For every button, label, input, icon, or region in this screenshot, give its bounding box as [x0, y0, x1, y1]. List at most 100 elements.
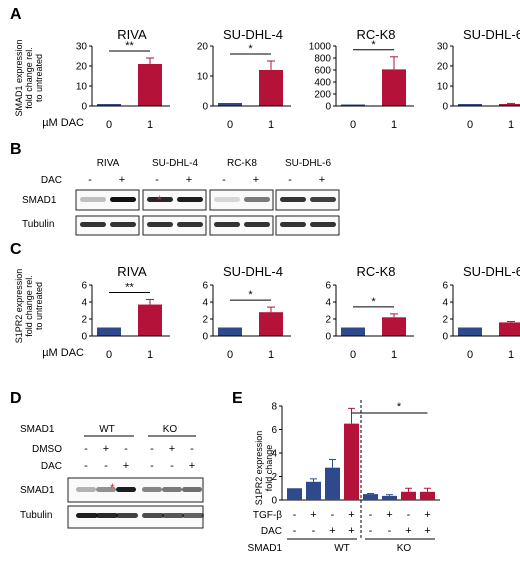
panel-a-ylabel-line2: fold change rel. — [24, 47, 34, 109]
blot-band — [147, 222, 173, 227]
blot-band — [244, 222, 270, 227]
blot-b-row-smad1: SMAD1 — [22, 195, 57, 206]
panel-a-ylabel: SMAD1 expression fold change rel. to unt… — [14, 39, 44, 116]
blot-band — [244, 197, 270, 202]
blot-frame — [142, 189, 207, 211]
blot-d-strips — [67, 477, 204, 529]
blot-band — [280, 222, 306, 227]
bar — [341, 104, 365, 106]
blot-band — [310, 197, 336, 202]
tgf-sign: + — [424, 509, 430, 521]
blot-frame — [275, 215, 340, 236]
y-tick-label: 6 — [271, 425, 277, 436]
bar — [218, 103, 242, 106]
panel-a-ylabel-line1: SMAD1 expression — [14, 39, 24, 116]
dac-sign: - — [170, 460, 174, 472]
panel-c-ylabel-line2: fold change rel. — [24, 275, 34, 337]
blot-band — [214, 197, 240, 202]
dac-sign: + — [123, 460, 129, 472]
bar — [344, 423, 359, 500]
sign-plus: + — [186, 174, 192, 186]
y-tick-label: 0 — [81, 332, 87, 343]
y-tick-label: 8 — [271, 402, 277, 413]
sign-plus: + — [253, 174, 259, 186]
y-tick-label: 4 — [202, 298, 208, 309]
panel-c-charts: RIVA 0 2 4 6 0 1 ** SU-DHL-4 0 2 4 6 0 1 * RC-K8 0 2 4 6 0 1 * S… — [81, 264, 520, 361]
x-tick-label: 0 — [350, 119, 356, 131]
blot-band — [177, 222, 203, 227]
y-tick-label: 0 — [81, 102, 87, 113]
blot-band — [110, 222, 136, 227]
chart-title: RC-K8 — [356, 264, 395, 279]
dmso-sign: + — [169, 443, 175, 455]
panel-a-xlabel: µM DAC — [42, 117, 84, 129]
significance-label: * — [248, 289, 253, 301]
tgf-sign: - — [331, 509, 335, 521]
y-tick-label: 0 — [202, 332, 208, 343]
blot-band — [116, 513, 138, 518]
blot-band — [310, 222, 336, 227]
panel-e-ylabel-line1: S1PR2 expression — [254, 431, 264, 506]
blot-d-smad1-label: SMAD1 — [20, 424, 55, 435]
dac-sign: + — [405, 525, 411, 537]
panel-c-ylabel: S1PR2 expression fold change rel. to unt… — [14, 269, 44, 344]
y-tick-label: 20 — [76, 62, 88, 73]
chart-title: RIVA — [117, 264, 147, 279]
y-tick-label: 20 — [437, 62, 449, 73]
y-tick-label: 0 — [442, 332, 448, 343]
blot-band — [96, 513, 118, 518]
y-tick-label: 0 — [442, 102, 448, 113]
dac-sign: - — [293, 525, 297, 537]
sign-plus: + — [319, 174, 325, 186]
bar — [458, 104, 482, 106]
dac-sign: - — [104, 460, 108, 472]
y-tick-label: 30 — [76, 42, 88, 53]
tgf-sign: + — [348, 509, 354, 521]
bar — [97, 104, 121, 106]
x-tick-label: 1 — [268, 349, 274, 361]
panel-d-blot: SMAD1 WT KO DMSO DAC --+--+--+--+ SMAD1 … — [20, 424, 204, 529]
dac-sign: - — [312, 525, 316, 537]
sign-minus: - — [222, 174, 226, 186]
blot-band — [182, 487, 202, 492]
y-tick-label: 4 — [271, 449, 277, 460]
chart-title: SU-DHL-6 — [463, 264, 520, 279]
blot-b-cellline-riva: RIVA — [97, 158, 120, 169]
chart-title: SU-DHL-6 — [463, 27, 520, 42]
blot-b-cellline-sudhl4: SU-DHL-4 — [152, 158, 199, 169]
blot-frame — [142, 215, 207, 236]
chart-title: SU-DHL-4 — [223, 27, 283, 42]
dac-sign: - — [369, 525, 373, 537]
dmso-sign: - — [124, 443, 128, 455]
x-tick-label: 1 — [147, 349, 153, 361]
y-tick-label: 4 — [81, 298, 87, 309]
bar — [325, 467, 340, 500]
blot-b-row-tubulin: Tubulin — [22, 219, 54, 230]
bar — [382, 69, 406, 106]
y-tick-label: 200 — [314, 90, 331, 101]
bar — [382, 317, 406, 336]
blot-band — [80, 222, 106, 227]
chart-title: RC-K8 — [356, 27, 395, 42]
blot-band — [142, 513, 164, 518]
x-tick-label: 1 — [391, 349, 397, 361]
y-tick-label: 2 — [442, 315, 448, 326]
x-tick-label: 1 — [508, 349, 514, 361]
bar — [138, 304, 162, 336]
x-tick-label: 0 — [106, 119, 112, 131]
y-tick-label: 2 — [202, 315, 208, 326]
bar — [363, 494, 378, 500]
y-tick-label: 6 — [442, 281, 448, 292]
x-tick-label: 0 — [227, 349, 233, 361]
bar — [218, 327, 242, 336]
blot-b-cellline-rck8: RC-K8 — [227, 158, 257, 169]
blot-band — [177, 197, 203, 202]
dac-sign: - — [388, 525, 392, 537]
y-tick-label: 2 — [325, 315, 331, 326]
panel-letter-b: B — [10, 141, 22, 158]
bar — [499, 322, 520, 336]
panel-e-dac-label: DAC — [261, 526, 282, 537]
bar — [420, 491, 435, 500]
panel-e-tgf-label: TGF-β — [253, 510, 282, 521]
panel-c-ylabel-line1: S1PR2 expression — [14, 269, 24, 344]
